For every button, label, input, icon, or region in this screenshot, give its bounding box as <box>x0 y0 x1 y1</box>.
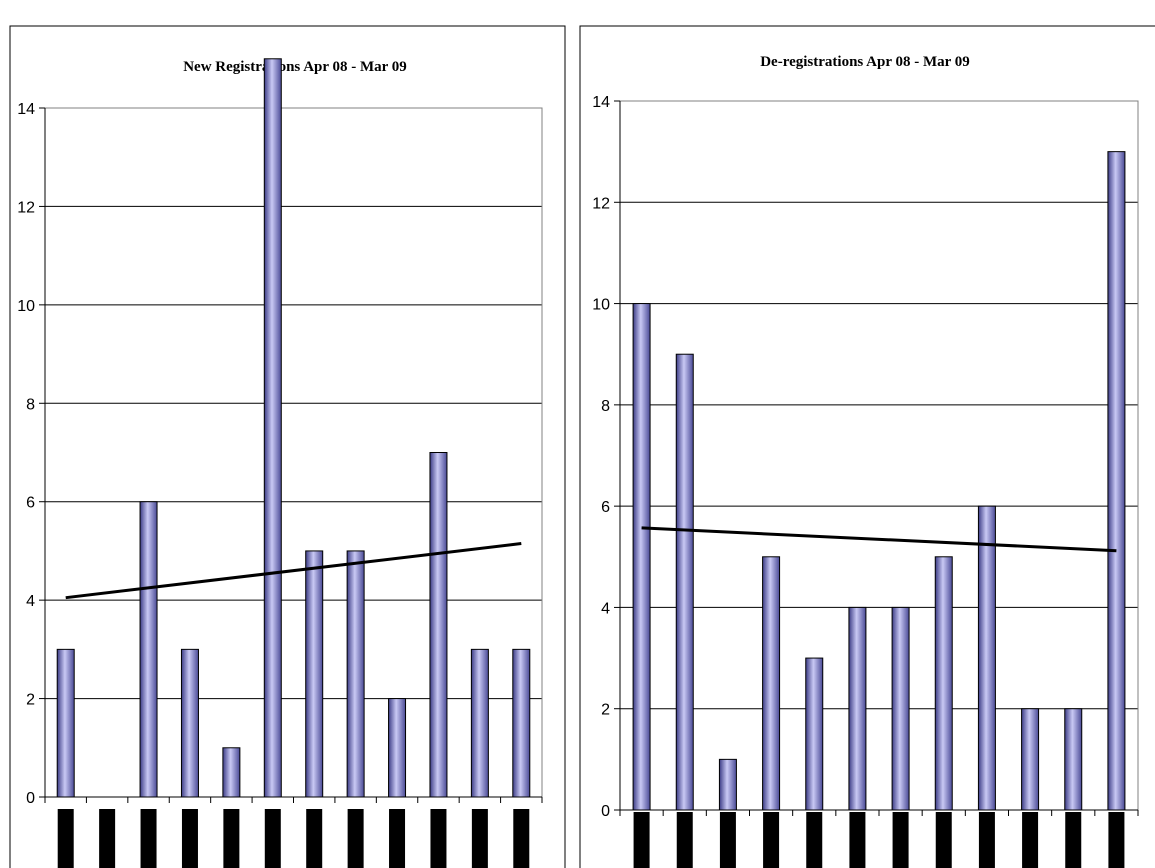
x-label-block-5 <box>806 812 823 868</box>
x-label-block-12 <box>1108 812 1125 868</box>
bar-12 <box>1107 151 1126 811</box>
y-tick-label: 6 <box>26 495 35 512</box>
bar-11 <box>470 648 489 798</box>
y-tick-label: 14 <box>17 101 35 118</box>
x-label-block-1 <box>57 809 74 868</box>
x-label-block-7 <box>892 812 909 868</box>
bar-9 <box>977 505 996 811</box>
x-label-block-2 <box>676 812 693 868</box>
bar-9 <box>388 698 407 798</box>
bars <box>632 151 1126 811</box>
bar-3 <box>718 758 737 811</box>
y-tick-label: 10 <box>592 297 610 314</box>
y-tick-label: 12 <box>592 195 610 212</box>
x-label-block-7 <box>306 809 323 868</box>
x-label-block-9 <box>978 812 995 868</box>
y-tick-label: 4 <box>26 593 35 610</box>
x-tick-labels <box>633 812 1125 868</box>
bar-7 <box>305 550 324 798</box>
chart-title: New Registrations Apr 08 - Mar 09 <box>183 59 407 75</box>
x-label-block-4 <box>763 812 780 868</box>
x-label-block-3 <box>719 812 736 868</box>
x-label-block-10 <box>430 809 447 868</box>
bar-10 <box>429 452 448 798</box>
y-tick-labels: 0 2 4 6 8 10 12 14 <box>592 94 610 820</box>
x-label-block-11 <box>471 809 488 868</box>
x-label-block-6 <box>264 809 281 868</box>
plot-area <box>44 107 543 798</box>
x-label-block-8 <box>935 812 952 868</box>
y-tick-label: 10 <box>17 298 35 315</box>
bar-8 <box>346 550 365 798</box>
y-tick-label: 0 <box>26 790 35 807</box>
x-label-block-4 <box>181 809 198 868</box>
y-tick-label: 12 <box>17 199 35 216</box>
y-tick-label: 2 <box>26 692 35 709</box>
x-label-block-9 <box>389 809 406 868</box>
new-registrations-chart: New Registrations Apr 08 - Mar 09 0 2 4 6 8 1… <box>9 25 566 868</box>
bar-8 <box>934 556 953 811</box>
x-label-block-2 <box>99 809 116 868</box>
y-tick-labels: 0 2 4 6 8 10 12 14 <box>17 101 35 807</box>
bar-7 <box>891 606 910 811</box>
chart-frame <box>579 25 1155 868</box>
gridlines <box>620 100 1138 710</box>
y-tick-label: 0 <box>601 803 610 820</box>
bar-4 <box>762 556 781 811</box>
bar-1 <box>56 648 75 798</box>
bar-6 <box>263 58 282 798</box>
bar-11 <box>1064 708 1083 811</box>
x-label-block-3 <box>140 809 157 868</box>
y-tick-label: 8 <box>26 396 35 413</box>
y-tick-label: 4 <box>601 600 610 617</box>
y-tick-label: 6 <box>601 499 610 516</box>
chart-title: De-registrations Apr 08 - Mar 09 <box>760 54 970 70</box>
x-label-block-10 <box>1022 812 1039 868</box>
x-label-block-1 <box>633 812 650 868</box>
y-tick-label: 14 <box>592 94 610 111</box>
x-label-block-8 <box>347 809 364 868</box>
bar-3 <box>139 501 158 798</box>
y-tick-label: 8 <box>601 398 610 415</box>
x-label-block-6 <box>849 812 866 868</box>
bar-10 <box>1021 708 1040 811</box>
bar-5 <box>222 747 241 798</box>
chart-frame <box>9 25 566 868</box>
bar-2 <box>675 353 694 811</box>
bar-12 <box>512 648 531 798</box>
de-registrations-chart: De-registrations Apr 08 - Mar 09 0 2 4 6 8 10… <box>579 25 1155 868</box>
bar-1 <box>632 303 651 811</box>
x-label-block-11 <box>1065 812 1082 868</box>
trend-line <box>641 526 1117 553</box>
x-label-block-12 <box>513 809 530 868</box>
x-label-block-5 <box>223 809 240 868</box>
bars <box>56 58 531 798</box>
bar-6 <box>848 606 867 811</box>
y-tick-label: 2 <box>601 702 610 719</box>
gridlines <box>45 107 542 700</box>
bar-5 <box>805 657 824 811</box>
x-tick-labels <box>57 809 530 868</box>
plot-area <box>619 100 1139 811</box>
trend-line <box>65 542 522 600</box>
bar-4 <box>180 648 199 798</box>
